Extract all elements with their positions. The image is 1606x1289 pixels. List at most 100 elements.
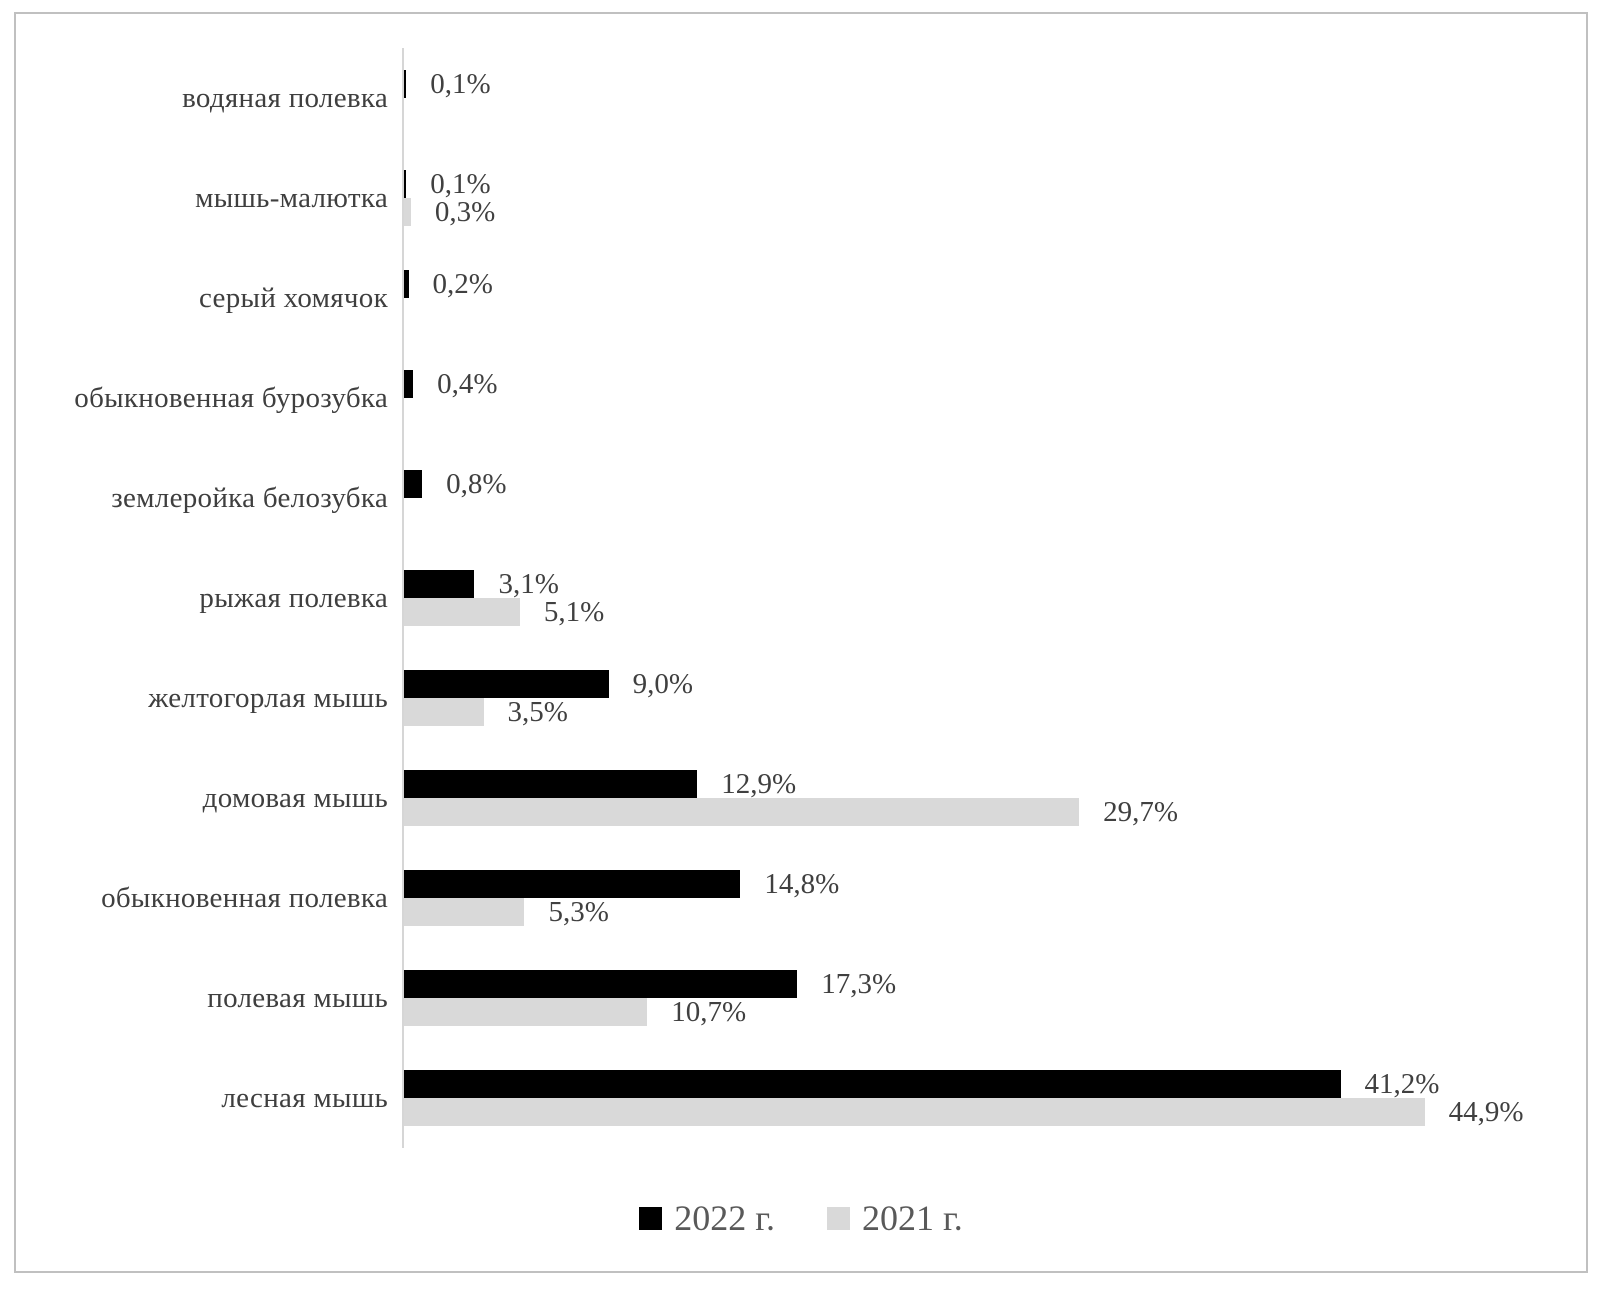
bar-group: 0,2% (402, 248, 1586, 348)
bar-line (404, 98, 1586, 126)
bar-2022 (404, 1070, 1341, 1098)
chart-row: желтогорлая мышь 9,0% 3,5% (16, 648, 1586, 748)
bar-2022 (404, 70, 407, 98)
chart-row: землеройка белозубка 0,8% (16, 448, 1586, 548)
bar-line: 3,1% (404, 567, 1586, 600)
bar-2022 (404, 470, 423, 498)
chart-row: лесная мышь 41,2% 44,9% (16, 1048, 1586, 1148)
category-label: обыкновенная полевка (101, 881, 388, 914)
chart-frame: водяная полевка 0,1% мышь-малютка 0,1% 0,3% с… (14, 12, 1588, 1273)
chart-row: рыжая полевка 3,1% 5,1% (16, 548, 1586, 648)
chart-row: обыкновенная полевка 14,8% 5,3% (16, 848, 1586, 948)
bar-2021 (404, 698, 484, 726)
bar-line: 44,9% (404, 1095, 1586, 1128)
value-label: 44,9% (1448, 1095, 1524, 1128)
category-label: полевая мышь (207, 981, 388, 1014)
bar-2022 (404, 570, 475, 598)
value-label: 0,2% (432, 267, 493, 300)
bar-line: 41,2% (404, 1067, 1586, 1100)
value-label: 14,8% (764, 867, 840, 900)
value-label: 9,0% (632, 667, 693, 700)
value-label: 17,3% (821, 967, 897, 1000)
bar-group: 14,8% 5,3% (402, 848, 1586, 948)
category-label: домовая мышь (202, 781, 388, 814)
value-label: 0,3% (434, 195, 496, 228)
chart-row: водяная полевка 0,1% (16, 48, 1586, 148)
bar-line: 0,3% (404, 195, 1586, 228)
bar-group: 3,1% 5,1% (402, 548, 1586, 648)
chart-row: обыкновенная бурозубка 0,4% (16, 348, 1586, 448)
category-label: землеройка белозубка (111, 481, 388, 514)
category-label: рыжая полевка (199, 581, 388, 614)
bar-2022 (404, 270, 409, 298)
legend-swatch-2021 (827, 1206, 850, 1230)
value-label: 0,1% (430, 167, 491, 200)
bar-line: 9,0% (404, 667, 1586, 700)
bar-2022 (404, 970, 798, 998)
bar-group: 0,4% (402, 348, 1586, 448)
bar-2021 (404, 1098, 1425, 1126)
value-label: 12,9% (721, 767, 797, 800)
bar-line: 0,4% (404, 367, 1586, 400)
value-label: 3,1% (498, 567, 559, 600)
category-label: серый хомячок (199, 281, 388, 314)
bar-line (404, 398, 1586, 426)
bar-2021 (404, 198, 411, 226)
bar-group: 41,2% 44,9% (402, 1048, 1586, 1148)
legend-label-2022: 2022 г. (674, 1198, 775, 1238)
category-label: мышь-малютка (195, 181, 388, 214)
bar-group: 0,1% 0,3% (402, 148, 1586, 248)
bar-line (404, 298, 1586, 326)
category-label: водяная полевка (182, 81, 388, 114)
bar-line: 0,2% (404, 267, 1586, 300)
value-label: 3,5% (507, 695, 568, 728)
bar-line: 3,5% (404, 695, 1586, 728)
chart-row: серый хомячок 0,2% (16, 248, 1586, 348)
legend-label-2021: 2021 г. (862, 1198, 963, 1238)
bar-line (404, 498, 1586, 526)
bar-group: 9,0% 3,5% (402, 648, 1586, 748)
legend-item-2021: 2021 г. (827, 1197, 963, 1239)
bar-group: 17,3% 10,7% (402, 948, 1586, 1048)
category-label: обыкновенная бурозубка (74, 381, 388, 414)
bar-group: 0,1% (402, 48, 1586, 148)
bar-2021 (404, 798, 1080, 826)
bar-2021 (404, 998, 648, 1026)
bar-line: 0,1% (404, 67, 1586, 100)
value-label: 5,1% (543, 595, 605, 628)
chart-row: полевая мышь 17,3% 10,7% (16, 948, 1586, 1048)
bar-2022 (404, 370, 414, 398)
bar-2022 (404, 670, 609, 698)
value-label: 0,1% (430, 67, 491, 100)
legend-item-2022: 2022 г. (639, 1197, 775, 1239)
bar-2021 (404, 898, 525, 926)
bar-2022 (404, 170, 407, 198)
value-label: 10,7% (671, 995, 747, 1028)
value-label: 41,2% (1364, 1067, 1440, 1100)
chart-legend: 2022 г. 2021 г. (16, 1197, 1586, 1239)
bar-line: 5,1% (404, 595, 1586, 628)
bar-line: 17,3% (404, 967, 1586, 1000)
plot-area: водяная полевка 0,1% мышь-малютка 0,1% 0,3% с… (16, 48, 1586, 1148)
bar-group: 0,8% (402, 448, 1586, 548)
bar-2022 (404, 770, 698, 798)
bar-line: 0,1% (404, 167, 1586, 200)
bar-line: 12,9% (404, 767, 1586, 800)
value-label: 29,7% (1103, 795, 1179, 828)
value-label: 0,8% (446, 467, 507, 500)
bar-line: 5,3% (404, 895, 1586, 928)
chart-row: домовая мышь 12,9% 29,7% (16, 748, 1586, 848)
bar-2022 (404, 870, 741, 898)
value-label: 5,3% (548, 895, 609, 928)
bar-group: 12,9% 29,7% (402, 748, 1586, 848)
bar-line: 29,7% (404, 795, 1586, 828)
chart-row: мышь-малютка 0,1% 0,3% (16, 148, 1586, 248)
bar-line: 0,8% (404, 467, 1586, 500)
legend-swatch-2022 (639, 1206, 663, 1230)
bar-2021 (404, 598, 520, 626)
category-label: желтогорлая мышь (148, 681, 388, 714)
category-label: лесная мышь (221, 1081, 388, 1114)
bar-line: 10,7% (404, 995, 1586, 1028)
value-label: 0,4% (437, 367, 498, 400)
bar-line: 14,8% (404, 867, 1586, 900)
